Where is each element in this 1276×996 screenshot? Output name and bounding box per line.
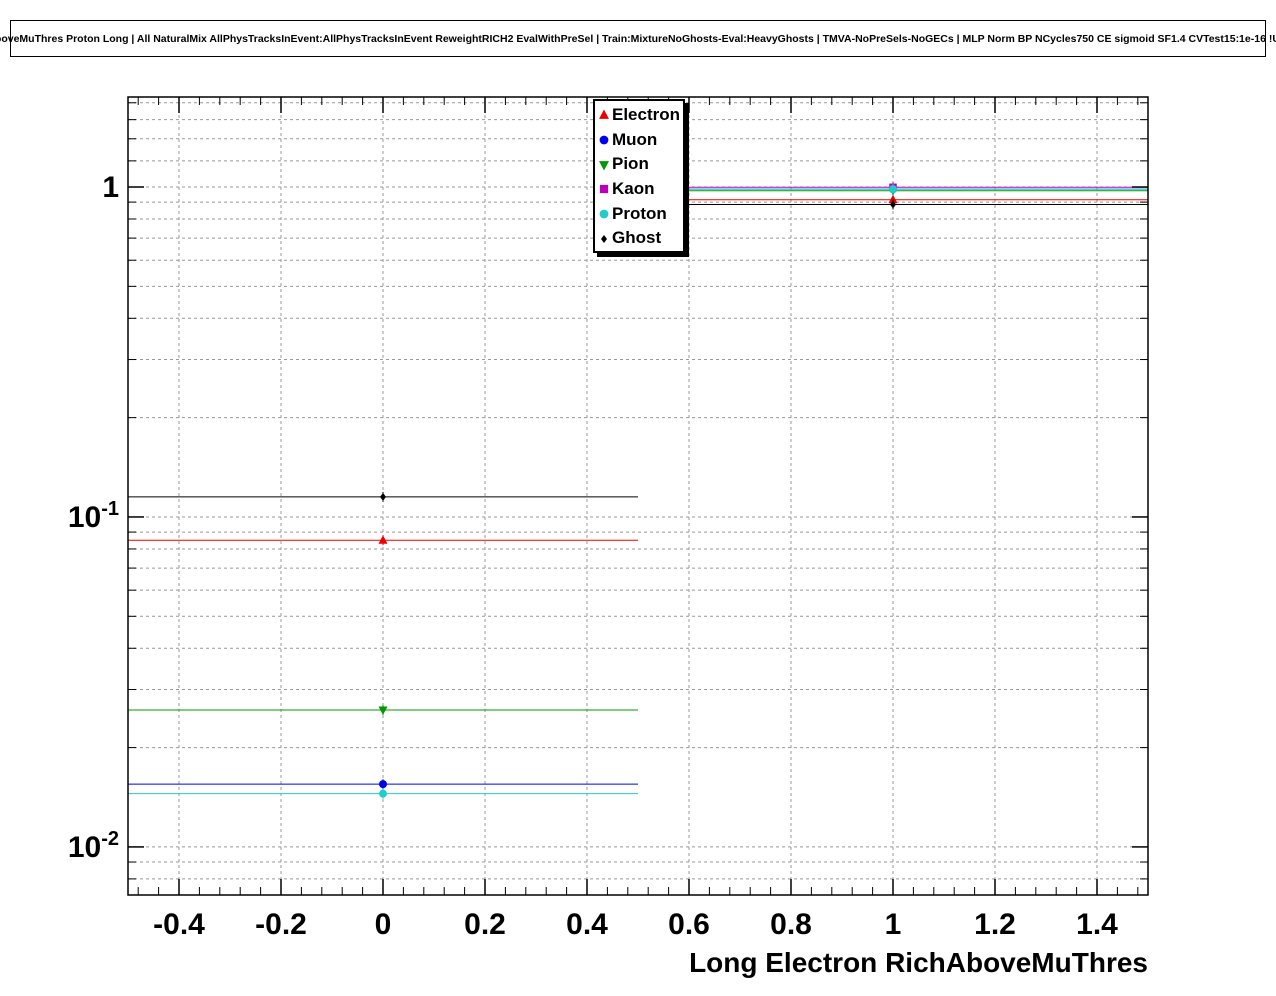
x-tick-label: -0.4 (153, 908, 205, 941)
legend-marker-electron (599, 109, 609, 120)
triangle-up-marker-icon (888, 194, 898, 204)
legend-item-electron: Electron (597, 102, 683, 127)
x-tick-label: 1.2 (974, 908, 1016, 941)
triangle-up-marker-icon (599, 109, 609, 120)
series-ghost (128, 199, 1148, 502)
triangle-down-marker-icon (378, 706, 388, 716)
plot-title: RichAboveMuThres Proton Long | All Natur… (0, 32, 1276, 45)
x-tick-label: -0.2 (255, 908, 307, 941)
y-tick-label: 1 (102, 171, 119, 204)
legend-marker-kaon (599, 185, 609, 194)
legend-marker-proton (599, 209, 609, 219)
circle-marker-icon (599, 135, 609, 145)
triangle-down-marker-icon (599, 160, 609, 171)
legend-label: Pion (612, 154, 649, 174)
x-axis-title: Long Electron RichAboveMuThres (689, 947, 1148, 978)
x-tick-label: 0 (375, 908, 392, 941)
legend: Electron Muon Pion Kaon Proton Ghost (593, 99, 685, 253)
x-tick-label: 1.4 (1076, 908, 1118, 941)
x-tick-label: 1 (885, 908, 902, 941)
y-tick-label: 10-2 (68, 828, 119, 864)
legend-item-pion: Pion (597, 151, 683, 176)
x-tick-label: 0.6 (668, 908, 710, 941)
axes (127, 96, 1149, 896)
legend-label: Electron (612, 104, 681, 124)
legend-marker-muon (599, 135, 609, 145)
square-marker-icon (599, 185, 609, 194)
x-tick-label: 0.2 (464, 908, 506, 941)
circle-marker-icon (599, 209, 609, 219)
legend-item-ghost: Ghost (597, 225, 683, 250)
diamond-marker-icon (890, 200, 896, 209)
legend-label: Ghost (612, 228, 662, 248)
legend-item-muon: Muon (597, 127, 683, 152)
series-proton (128, 184, 1148, 799)
diamond-marker-icon (601, 234, 607, 243)
title-pave: RichAboveMuThres Proton Long | All Natur… (0, 20, 1276, 57)
diamond-marker-icon (380, 492, 386, 501)
plot-frame (127, 96, 1149, 896)
y-tick-label: 10-1 (68, 498, 119, 534)
legend-label: Muon (612, 129, 658, 149)
circle-marker-icon (379, 780, 387, 789)
legend-marker-ghost (601, 234, 607, 243)
legend-item-proton: Proton (597, 201, 683, 226)
legend-marker-pion (599, 160, 609, 171)
legend-item-kaon: Kaon (597, 176, 683, 201)
axis-labels: -0.4 -0.2 0 0.2 0.4 0.6 0.8 1 1.2 1.4 1 10-1 10-2 Lon… (68, 171, 1148, 978)
circle-marker-icon (889, 185, 897, 194)
x-tick-label: 0.4 (566, 908, 608, 941)
legend-label: Proton (612, 203, 667, 223)
triangle-up-marker-icon (378, 535, 388, 544)
x-tick-label: 0.8 (770, 908, 812, 941)
circle-marker-icon (379, 789, 387, 798)
legend-label: Kaon (612, 178, 655, 198)
